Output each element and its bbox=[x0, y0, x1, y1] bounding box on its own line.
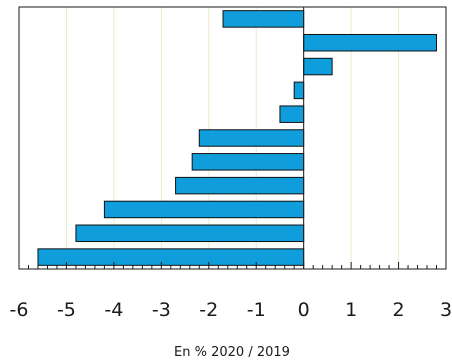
bar bbox=[75, 224, 305, 243]
x-axis-title: En % 2020 / 2019 bbox=[174, 345, 290, 360]
x-tick-label: -3 bbox=[152, 299, 171, 321]
bar bbox=[175, 176, 305, 195]
bar bbox=[222, 10, 305, 28]
x-tick-label: 3 bbox=[440, 299, 452, 321]
bar bbox=[103, 200, 305, 219]
x-tick-label: -4 bbox=[104, 299, 123, 321]
bar bbox=[198, 129, 305, 147]
x-tick-label: 0 bbox=[298, 299, 310, 321]
bar bbox=[303, 57, 333, 76]
bar bbox=[293, 81, 305, 100]
x-tick-label: -6 bbox=[10, 299, 29, 321]
bar bbox=[279, 105, 305, 123]
x-tick-label: -1 bbox=[247, 299, 266, 321]
plot-frame bbox=[18, 6, 447, 270]
x-tick-label: 1 bbox=[345, 299, 357, 321]
x-axis-ticks bbox=[18, 262, 447, 269]
bar bbox=[303, 33, 438, 52]
x-tick-label: 2 bbox=[393, 299, 405, 321]
bars bbox=[37, 10, 438, 266]
x-tick-label: -2 bbox=[199, 299, 218, 321]
x-tick-label: -5 bbox=[57, 299, 76, 321]
x-axis-tick-labels: -6 -5 -4 -3 -2 -1 0 1 2 3 bbox=[10, 299, 452, 321]
bar bbox=[37, 248, 305, 266]
bar bbox=[191, 153, 305, 171]
